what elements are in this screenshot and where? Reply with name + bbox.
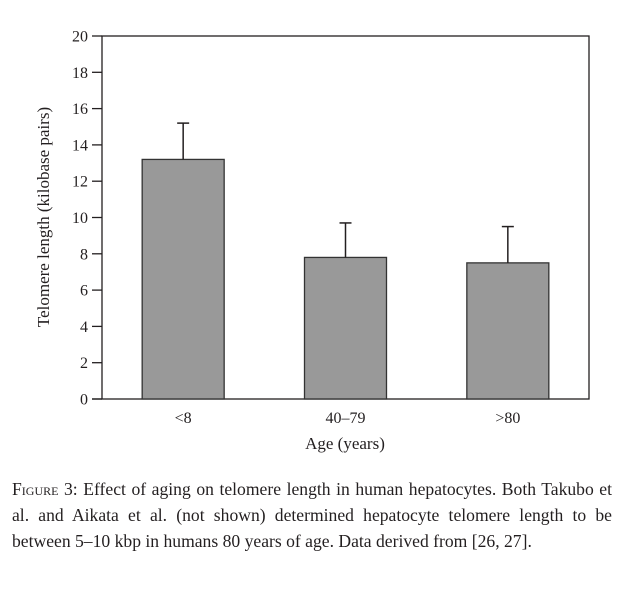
figure-label: Figure 3: [12,479,78,499]
error-bars [177,122,514,263]
bar [303,256,388,400]
x-axis-ticks: <8 40–79 >80 [175,410,521,427]
x-axis-label: Age (years) [305,434,385,453]
bar [141,158,225,400]
y-tick-label: 18 [72,65,88,82]
y-tick-label: 6 [80,283,88,300]
y-axis-ticks: 0 2 4 6 8 10 12 14 16 18 20 [72,29,102,409]
y-tick-label: 8 [80,246,88,263]
y-tick-label: 10 [72,210,88,227]
caption-text: Effect of aging on telomere length in hu… [12,479,613,551]
y-tick-label: 16 [72,101,88,118]
x-tick-label: <8 [175,410,192,427]
bars [141,158,550,400]
bar-chart: 0 2 4 6 8 10 12 14 16 18 20 <8 40–79 >80 Age (years)… [34,29,590,453]
x-tick-label: >80 [495,410,520,427]
y-tick-label: 20 [72,29,88,46]
y-tick-label: 4 [80,319,88,336]
y-tick-label: 2 [80,355,88,372]
y-tick-label: 0 [80,392,88,409]
y-tick-label: 12 [72,174,88,191]
y-axis-label: Telomere length (kilobase pairs) [34,107,53,327]
y-tick-label: 14 [72,137,88,154]
bar [466,262,550,400]
x-tick-label: 40–79 [326,410,366,427]
figure-caption: Figure 3: Effect of aging on telomere le… [12,476,612,554]
